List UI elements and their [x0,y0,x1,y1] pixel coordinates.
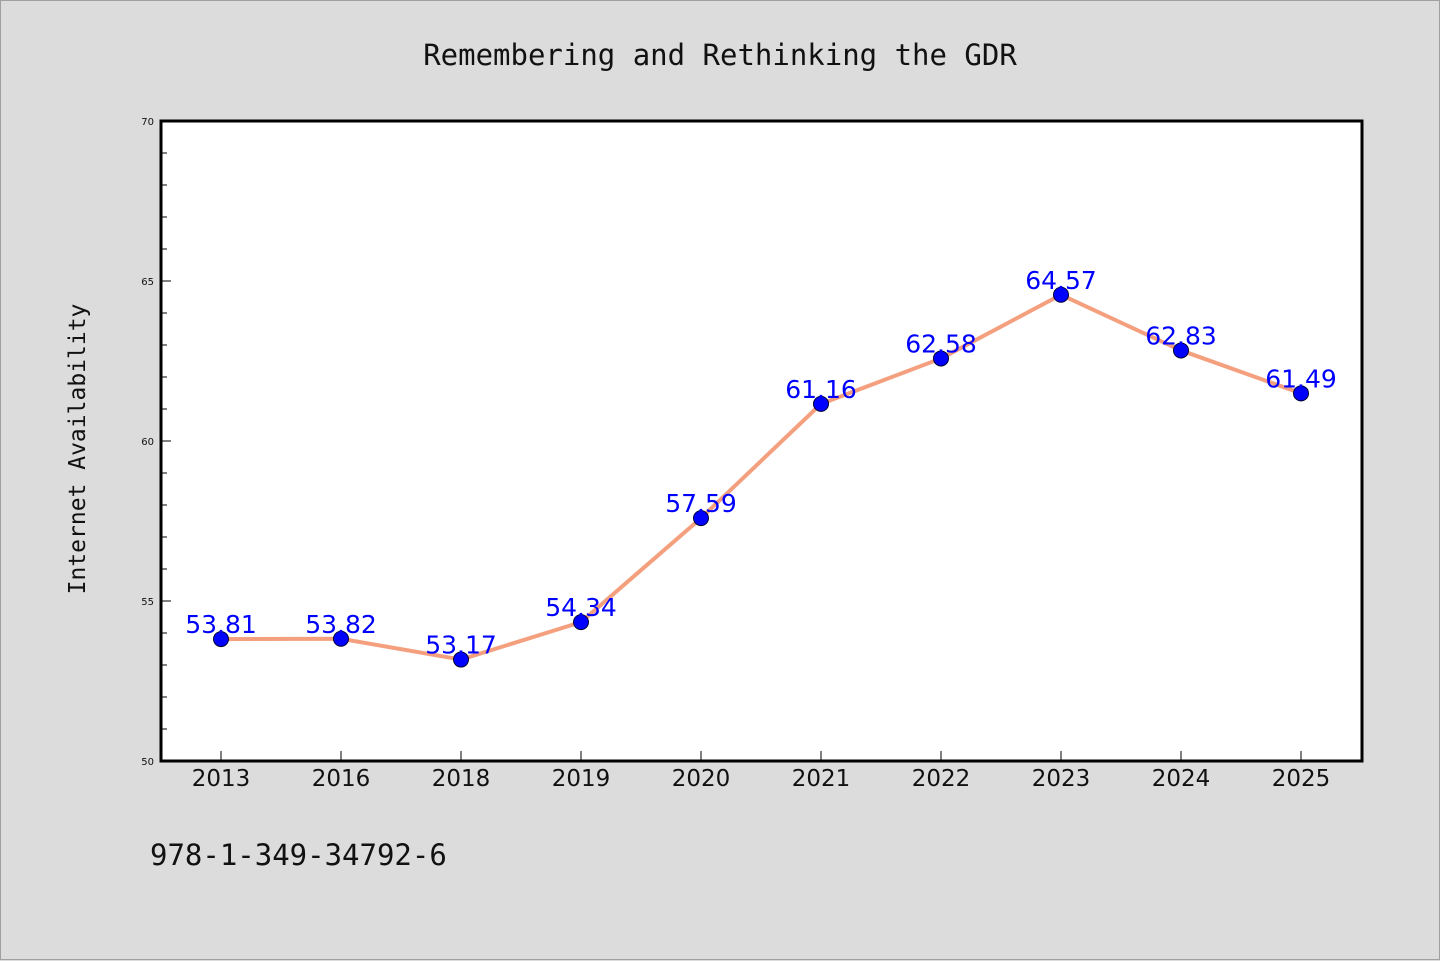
data-label: 61.49 [1265,364,1337,393]
x-tick-label: 2023 [1032,766,1091,792]
x-tick-label: 2022 [912,766,971,792]
data-point [813,395,829,412]
x-axis-ticks: 2013 2016 2018 2019 2020 2021 2022 2023 2024 2025 [192,751,1331,792]
y-tick-label: 65 [141,277,154,288]
data-label: 62.83 [1145,321,1217,350]
data-point [453,651,469,668]
x-tick-label: 2013 [192,766,251,792]
y-axis-label: Internet Availability [65,304,91,595]
x-tick-label: 2016 [312,766,371,792]
data-label: 61.16 [785,375,857,404]
plot-area [159,119,1364,763]
data-point [1053,286,1069,303]
y-tick-label: 70 [141,117,154,128]
series-line [219,292,1303,662]
data-label: 54.34 [545,593,617,622]
data-label: 62.58 [905,329,977,358]
x-tick-label: 2025 [1272,766,1331,792]
x-tick-label: 2021 [792,766,851,792]
x-tick-label: 2020 [672,766,731,792]
data-point [333,630,349,647]
isbn-footer: 978-1-349-34792-6 [150,838,447,872]
data-point [573,614,589,631]
data-label: 53.82 [305,610,377,639]
x-tick-label: 2024 [1152,766,1211,792]
data-label: 64.57 [1025,266,1097,295]
data-label: 57.59 [665,489,737,518]
y-tick-label: 50 [141,757,154,768]
x-tick-label: 2018 [432,766,491,792]
chart-title: Remembering and Rethinking the GDR [423,38,1017,72]
data-point [933,350,949,367]
data-point [1293,385,1309,402]
data-point [213,631,229,648]
x-tick-label: 2019 [552,766,611,792]
data-label: 53.81 [185,610,257,639]
y-tick-label: 60 [141,437,154,448]
y-tick-label: 55 [141,597,154,608]
data-point [693,510,709,527]
series-group: 53.81 53.82 53.17 54.34 57.59 61.16 62.58 64.57… [185,266,1337,668]
data-point [1173,342,1189,359]
data-label: 53.17 [425,631,497,660]
y-axis-ticks: 50 55 60 65 70 [141,117,171,768]
